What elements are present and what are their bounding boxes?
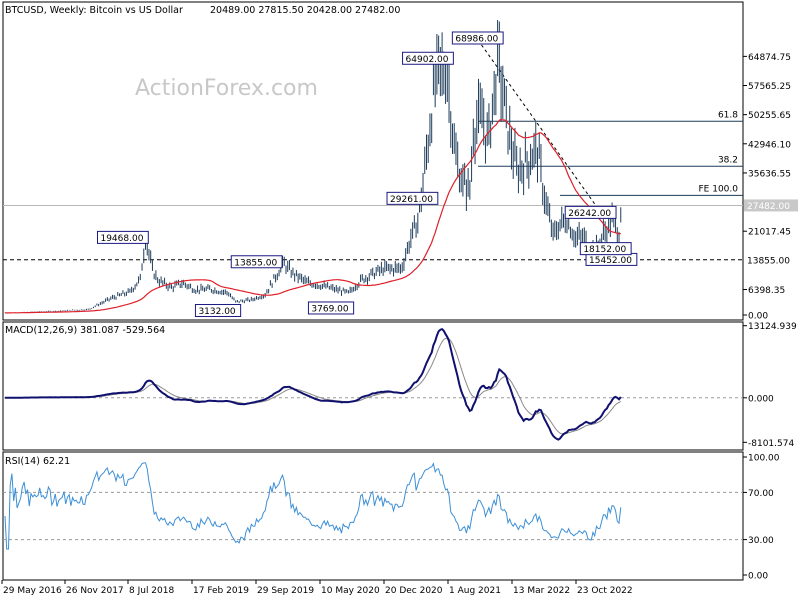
price-label-text: 68986.00 (455, 34, 498, 44)
current-price-label: 27482.00 (747, 202, 790, 212)
price-label-box (386, 191, 439, 205)
support-axis-label-bg (744, 253, 798, 266)
price-bars (4, 20, 622, 314)
price-tick-label: 42946.10 (748, 140, 791, 150)
time-tick-label: 17 Feb 2019 (193, 586, 249, 596)
rsi-tick-label: 0.00 (748, 572, 768, 582)
time-tick-label: 1 Aug 2021 (449, 586, 501, 596)
rsi-title: RSI(14) 62.21 (5, 456, 70, 467)
macd-tick-label: 13124.939 (748, 322, 797, 332)
panel-frames (2, 1, 744, 581)
price-label-text: 26242.00 (568, 209, 611, 219)
chart-title: BTCUSD, Weekly: Bitcoin vs US Dollar (5, 5, 183, 16)
price-tick-label: 35636.55 (748, 169, 791, 179)
macd-axis: 13124.939 0.000 -8101.574 (3, 322, 797, 449)
time-tick-label: 10 May 2020 (321, 586, 380, 596)
macd-series (5, 327, 622, 441)
price-label-text: 3132.00 (198, 307, 235, 317)
macd-tick-label: 0.000 (748, 394, 774, 404)
rsi-axis: 100.00 70.00 30.00 0.00 (3, 454, 780, 582)
price-label-box (579, 242, 632, 256)
price-label-text: 18152.00 (583, 245, 626, 255)
time-tick-label: 29 Sep 2019 (257, 586, 314, 596)
price-label-box (564, 205, 617, 219)
watermark: ActionForex.com (135, 76, 318, 101)
rsi-line (4, 462, 622, 550)
sma-line (5, 118, 621, 314)
fib-level-label: 38.2 (718, 155, 738, 165)
time-axis: 29 May 2016 26 Nov 2017 8 Jul 2018 17 Feb 2… (1, 580, 633, 596)
support-axis-label: 13855.00 (747, 256, 790, 266)
price-series (5, 118, 621, 314)
time-tick-label: 8 Jul 2018 (129, 586, 174, 596)
price-axis: 64874.75 57565.25 50255.65 42946.10 35636.55… (743, 53, 791, 322)
time-tick-label: 20 Dec 2020 (385, 586, 443, 596)
price-label-text: 13855.00 (234, 258, 277, 268)
current-price-label-bg (744, 199, 798, 212)
macd-tick-label: -8101.574 (748, 439, 794, 449)
rsi-tick-label: 30.00 (748, 536, 774, 546)
price-label-box (194, 304, 242, 318)
price-annotations: 19468.00 3132.00 13855.00 3769.00 29261.00 64… (96, 31, 638, 318)
price-tick-label: 21017.45 (748, 228, 791, 238)
price-tick-label: 50255.65 (748, 111, 791, 121)
price-tick-label: 0.00 (748, 312, 768, 322)
price-label-box (96, 230, 149, 244)
panel-frame (2, 1, 744, 321)
price-tick-label: 64874.75 (748, 53, 791, 63)
time-tick-label: 13 Mar 2022 (513, 586, 570, 596)
panel-frame (2, 321, 744, 451)
price-label-text: 19468.00 (100, 234, 143, 244)
fib-level-label: FE 100.0 (699, 184, 739, 194)
price-label-text: 15452.00 (589, 256, 632, 266)
macd-signal-line (5, 337, 622, 435)
macd-line (5, 327, 622, 441)
price-label-box (402, 51, 454, 65)
price-label-text: 64902.00 (406, 55, 449, 65)
price-tick-label: 6398.35 (748, 286, 785, 296)
time-tick-label: 29 May 2016 (3, 586, 62, 596)
ohlc-values: 20489.00 27815.50 20428.00 27482.00 (210, 5, 400, 16)
panel-frame (2, 451, 744, 581)
rsi-series (4, 462, 622, 550)
macd-title: MACD(12,26,9) 381.087 -529.564 (5, 325, 165, 336)
rsi-tick-label: 70.00 (748, 489, 774, 499)
rsi-tick-label: 100.00 (748, 454, 780, 464)
price-label-box (230, 255, 283, 269)
price-label-box (307, 301, 355, 315)
trend-line (477, 39, 601, 212)
price-label-text: 29261.00 (390, 195, 433, 205)
time-tick-label: 23 Oct 2022 (577, 586, 633, 596)
price-label-box (451, 31, 504, 45)
price-label-text: 3769.00 (311, 304, 348, 314)
price-tick-label: 57565.25 (748, 82, 791, 92)
time-tick-label: 26 Nov 2017 (66, 586, 124, 596)
fib-level-label: 61.8 (718, 110, 738, 120)
